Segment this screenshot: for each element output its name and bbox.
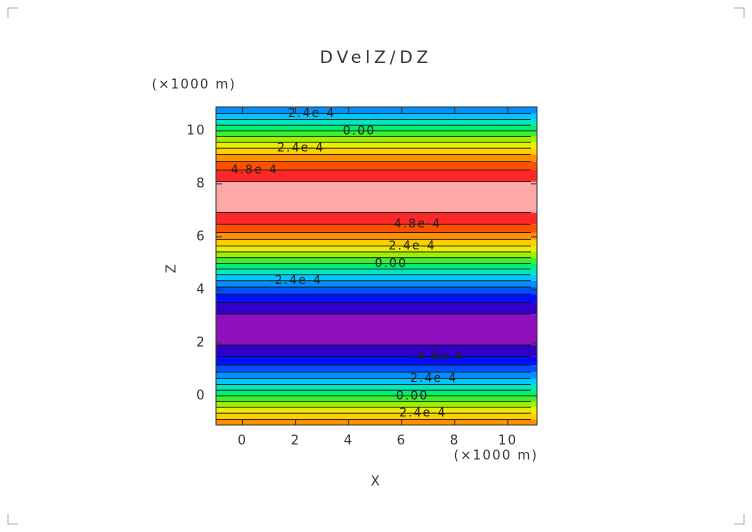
- y-tick-label: 4: [196, 282, 206, 297]
- contour-band: [216, 365, 537, 373]
- y-tick-label: 10: [186, 123, 206, 138]
- contour-band: [216, 294, 537, 303]
- y-unit: (×1000 m): [152, 78, 236, 93]
- contour-band: [216, 119, 537, 126]
- contour-band: [216, 287, 537, 295]
- contour-band: [216, 302, 537, 315]
- y-tick-label: 8: [196, 176, 206, 191]
- page-corners: [7, 7, 745, 525]
- contour-band: [216, 154, 537, 162]
- x-tick-label: 6: [397, 434, 407, 449]
- contour-label: 2.4e-4: [399, 406, 446, 420]
- contour-band: [216, 407, 537, 414]
- y-tick-label: 6: [196, 229, 206, 244]
- contour-band: [216, 136, 537, 143]
- contour-band: [216, 356, 537, 366]
- contour-label: 4.8e-4: [394, 217, 441, 231]
- contour-band: [216, 314, 537, 346]
- contour-band: [216, 268, 537, 275]
- contour-band: [216, 161, 537, 170]
- contour-label: -4.8e-4: [411, 349, 464, 363]
- contour-label: 0.00: [375, 256, 408, 270]
- contour-band: [216, 169, 537, 182]
- plot-frame: [215, 106, 538, 426]
- contour-label: 0.00: [343, 123, 376, 137]
- contour-band: [216, 274, 537, 281]
- contour-band: [216, 280, 537, 288]
- contour-band: [216, 413, 537, 420]
- contour-band: [216, 251, 537, 258]
- contour-band: [216, 130, 537, 137]
- x-tick-label: 4: [344, 434, 354, 449]
- contour-band: [216, 224, 537, 233]
- chart-title: DVelZ/DZ: [320, 48, 432, 68]
- contour-label: 2.4e-4: [277, 141, 324, 155]
- x-tick-label: 0: [238, 434, 248, 449]
- contour-band: [216, 232, 537, 240]
- contour-label: 2.4e-4: [389, 238, 436, 252]
- contour-band: [216, 212, 537, 225]
- contour-band: [216, 372, 537, 379]
- contour-label: -2.4e-4: [269, 273, 322, 287]
- contour-band: [216, 239, 537, 246]
- contour-band: [216, 395, 537, 402]
- contour-band: [216, 419, 537, 425]
- contour-band: [216, 113, 537, 120]
- x-unit: (×1000 m): [454, 449, 538, 464]
- x-tick-label: 2: [291, 434, 301, 449]
- contour-band: [216, 125, 537, 131]
- contour-band: [216, 401, 537, 408]
- contour-label: -2.4e-4: [282, 106, 335, 120]
- plot-area: -2.4e-40.002.4e-44.8e-44.8e-42.4e-40.00-…: [216, 106, 537, 425]
- x-tick-label: 8: [450, 434, 460, 449]
- contour-label: 4.8e-4: [231, 162, 278, 176]
- contour-band: [216, 181, 537, 213]
- y-tick-label: 0: [196, 388, 206, 403]
- x-tick-label: 10: [498, 434, 518, 449]
- contour-band: [216, 345, 537, 357]
- contour-band: [216, 107, 537, 114]
- contour-band: [216, 378, 537, 385]
- contour-band: [216, 390, 537, 396]
- contour-label: 0.00: [396, 388, 429, 402]
- contour-band: [216, 245, 537, 252]
- contour-band: [216, 384, 537, 391]
- contour-band: [216, 257, 537, 264]
- contour-band: [216, 148, 537, 155]
- x-axis-label: X: [371, 475, 381, 490]
- contour-label: -2.4e-4: [404, 371, 457, 385]
- y-tick-label: 2: [196, 335, 206, 350]
- y-axis-label: Z: [165, 263, 180, 273]
- contour-band: [216, 142, 537, 149]
- contour-band: [216, 263, 537, 269]
